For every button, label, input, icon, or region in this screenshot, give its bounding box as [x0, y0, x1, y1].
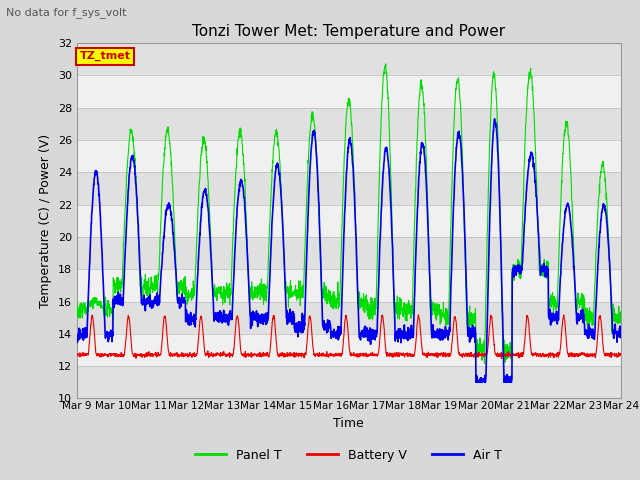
Legend: Panel T, Battery V, Air T: Panel T, Battery V, Air T	[190, 444, 508, 467]
Bar	[77, 43, 621, 75]
Bar	[77, 75, 621, 108]
X-axis label: Time: Time	[333, 417, 364, 430]
Bar	[77, 237, 621, 269]
Bar	[77, 269, 621, 301]
Bar	[77, 140, 621, 172]
Bar	[77, 204, 621, 237]
Text: No data for f_sys_volt: No data for f_sys_volt	[6, 7, 127, 18]
Bar	[77, 172, 621, 204]
Bar	[77, 108, 621, 140]
Bar	[77, 334, 621, 366]
Title: Tonzi Tower Met: Temperature and Power: Tonzi Tower Met: Temperature and Power	[192, 24, 506, 39]
Bar	[77, 366, 621, 398]
Text: TZ_tmet: TZ_tmet	[79, 51, 131, 61]
Bar	[77, 301, 621, 334]
Y-axis label: Temperature (C) / Power (V): Temperature (C) / Power (V)	[39, 134, 52, 308]
